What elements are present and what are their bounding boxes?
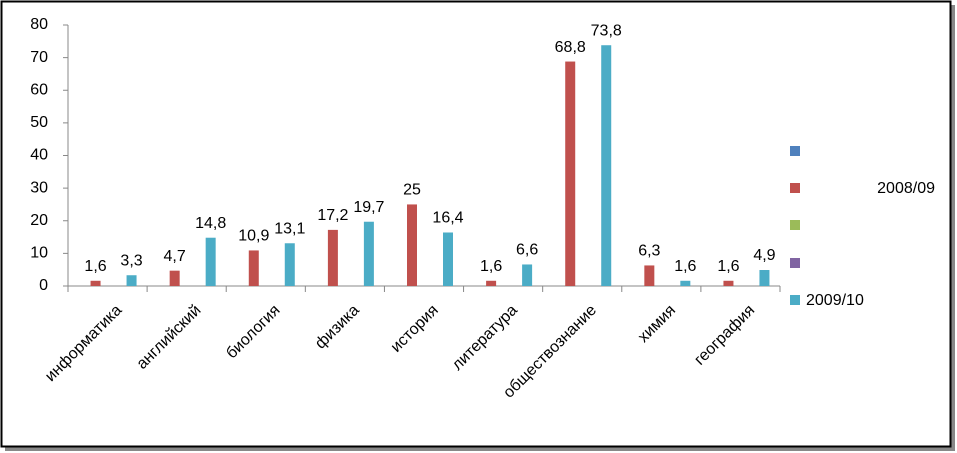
- y-tick-label: 50: [30, 114, 48, 131]
- legend-swatch: [790, 183, 800, 193]
- value-label: 13,1: [274, 220, 305, 237]
- value-label: 68,8: [555, 39, 586, 56]
- value-label: 19,7: [353, 199, 384, 216]
- value-label: 1,6: [480, 258, 502, 275]
- y-tick-label: 80: [30, 16, 48, 33]
- bar: [169, 270, 180, 286]
- value-label: 4,7: [164, 248, 186, 265]
- value-label: 1,6: [674, 258, 696, 275]
- bar: [443, 232, 453, 286]
- y-tick-label: 70: [30, 49, 48, 66]
- legend-swatch: [790, 220, 800, 230]
- value-label: 17,2: [317, 207, 348, 224]
- value-label: 14,8: [195, 215, 226, 232]
- value-label: 73,8: [591, 22, 622, 39]
- bar: [90, 280, 101, 286]
- value-label: 4,9: [753, 247, 775, 264]
- bar: [522, 264, 533, 286]
- bar: [327, 229, 338, 286]
- value-label: 10,9: [238, 228, 269, 245]
- value-label: 1,6: [84, 258, 106, 275]
- legend-swatch: [790, 295, 800, 305]
- value-label: 6,6: [516, 242, 538, 259]
- y-tick-label: 60: [30, 81, 48, 98]
- y-tick-label: 30: [30, 179, 48, 196]
- legend-label: 2008/09: [877, 180, 935, 197]
- value-label: 25: [403, 182, 421, 199]
- bar: [284, 243, 295, 286]
- bar: [205, 237, 216, 286]
- legend-swatch: [790, 146, 800, 156]
- legend-swatch: [790, 258, 800, 268]
- bar: [644, 265, 655, 286]
- bar: [759, 270, 770, 286]
- bar: [407, 204, 417, 286]
- value-label: 3,3: [120, 252, 142, 269]
- legend-label: 2009/10: [806, 292, 864, 309]
- bar: [126, 275, 137, 286]
- bar: [680, 280, 691, 286]
- value-label: 6,3: [638, 243, 660, 260]
- bar: [601, 45, 612, 286]
- bar: [248, 250, 259, 286]
- bar: [486, 280, 497, 286]
- value-label: 16,4: [432, 210, 463, 227]
- y-tick-label: 0: [39, 277, 48, 294]
- bar: [723, 280, 734, 286]
- y-tick-label: 40: [30, 147, 48, 164]
- y-tick-label: 10: [30, 245, 48, 262]
- bar: [565, 61, 576, 286]
- value-label: 1,6: [717, 258, 739, 275]
- bar: [363, 221, 374, 286]
- y-tick-label: 20: [30, 212, 48, 229]
